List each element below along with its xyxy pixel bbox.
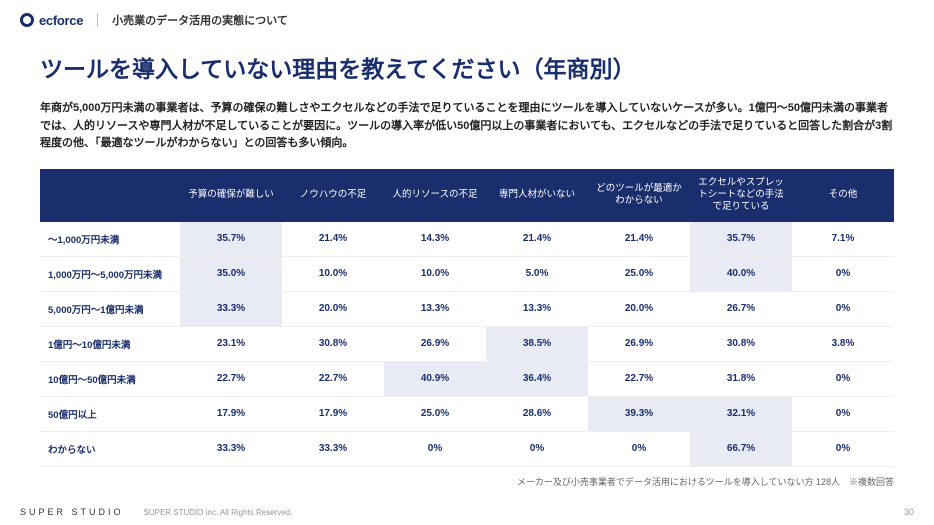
row-label: わからない [40,431,180,466]
table-cell: 0% [792,291,894,326]
page-title: ツールを導入していない理由を教えてください（年商別） [40,50,894,84]
table-cell: 25.0% [588,256,690,291]
table-cell: 35.7% [180,222,282,257]
table-cell: 25.0% [384,396,486,431]
table-cell: 30.8% [282,326,384,361]
table-cell: 36.4% [486,361,588,396]
table-cell: 10.0% [282,256,384,291]
header-divider [97,13,98,27]
table-cell: 20.0% [282,291,384,326]
table-cell: 35.7% [690,222,792,257]
table-cell: 13.3% [486,291,588,326]
table-cell: 5.0% [486,256,588,291]
table-cell: 3.8% [792,326,894,361]
table-cell: 66.7% [690,431,792,466]
table-cell: 26.9% [384,326,486,361]
table-cell: 0% [792,431,894,466]
table-cell: 35.0% [180,256,282,291]
table-cell: 14.3% [384,222,486,257]
table-cell: 22.7% [282,361,384,396]
table-cell: 21.4% [588,222,690,257]
table-cell: 17.9% [180,396,282,431]
table-cell: 38.5% [486,326,588,361]
row-label: 50億円以上 [40,396,180,431]
logo-icon [20,13,34,27]
table-header: ノウハウの不足 [282,169,384,222]
table-cell: 17.9% [282,396,384,431]
header: ecforce 小売業のデータ活用の実態について [0,0,934,40]
table-cell: 31.8% [690,361,792,396]
table-cell: 33.3% [282,431,384,466]
table-cell: 30.8% [690,326,792,361]
table-cell: 26.7% [690,291,792,326]
table-header: その他 [792,169,894,222]
table-cell: 0% [792,361,894,396]
header-subtitle: 小売業のデータ活用の実態について [112,12,288,28]
table-cell: 23.1% [180,326,282,361]
table-cell: 20.0% [588,291,690,326]
table-cell: 13.3% [384,291,486,326]
data-table: 予算の確保が難しいノウハウの不足人的リソースの不足専門人材がいないどのツールが最… [40,169,894,467]
table-cell: 40.0% [690,256,792,291]
table-cell: 22.7% [588,361,690,396]
content: ツールを導入していない理由を教えてください（年商別） 年商が5,000万円未満の… [0,40,934,488]
table-cell: 7.1% [792,222,894,257]
table-cell: 0% [792,256,894,291]
table-row: 50億円以上17.9%17.9%25.0%28.6%39.3%32.1%0% [40,396,894,431]
page-number: 30 [904,507,914,517]
table-cell: 33.3% [180,431,282,466]
table-cell: 22.7% [180,361,282,396]
table-cell: 40.9% [384,361,486,396]
table-cell: 21.4% [486,222,588,257]
table-cell: 39.3% [588,396,690,431]
table-header: エクセルやスプレットシートなどの手法で足りている [690,169,792,222]
logo: ecforce [20,13,83,28]
table-cell: 32.1% [690,396,792,431]
note: メーカー及び小売事業者でデータ活用におけるツールを導入していない方 128人 ※… [40,475,894,488]
table-row: 1億円〜10億円未満23.1%30.8%26.9%38.5%26.9%30.8%… [40,326,894,361]
table-cell: 26.9% [588,326,690,361]
row-label: 1億円〜10億円未満 [40,326,180,361]
row-label: 1,000万円〜5,000万円未満 [40,256,180,291]
table-row: 1,000万円〜5,000万円未満35.0%10.0%10.0%5.0%25.0… [40,256,894,291]
table-cell: 0% [792,396,894,431]
table-header: 人的リソースの不足 [384,169,486,222]
table-cell: 21.4% [282,222,384,257]
table-header: 予算の確保が難しい [180,169,282,222]
row-label: 〜1,000万円未満 [40,222,180,257]
table-cell: 10.0% [384,256,486,291]
table-cell: 33.3% [180,291,282,326]
footer-copyright: SUPER STUDIO inc. All Rights Reserved. [144,508,293,517]
table-cell: 0% [486,431,588,466]
table-row: 〜1,000万円未満35.7%21.4%14.3%21.4%21.4%35.7%… [40,222,894,257]
table-cell: 0% [588,431,690,466]
table-header: 専門人材がいない [486,169,588,222]
table-row: 5,000万円〜1億円未満33.3%20.0%13.3%13.3%20.0%26… [40,291,894,326]
footer: SUPER STUDIO SUPER STUDIO inc. All Right… [0,507,934,517]
description: 年商が5,000万円未満の事業者は、予算の確保の難しさやエクセルなどの手法で足り… [40,100,894,153]
table-row: 10億円〜50億円未満22.7%22.7%40.9%36.4%22.7%31.8… [40,361,894,396]
table-cell: 28.6% [486,396,588,431]
logo-text: ecforce [39,13,83,28]
row-label: 5,000万円〜1億円未満 [40,291,180,326]
table-row: わからない33.3%33.3%0%0%0%66.7%0% [40,431,894,466]
row-label: 10億円〜50億円未満 [40,361,180,396]
table-header: どのツールが最適かわからない [588,169,690,222]
footer-brand: SUPER STUDIO [20,507,124,517]
table-cell: 0% [384,431,486,466]
table-header-blank [40,169,180,222]
